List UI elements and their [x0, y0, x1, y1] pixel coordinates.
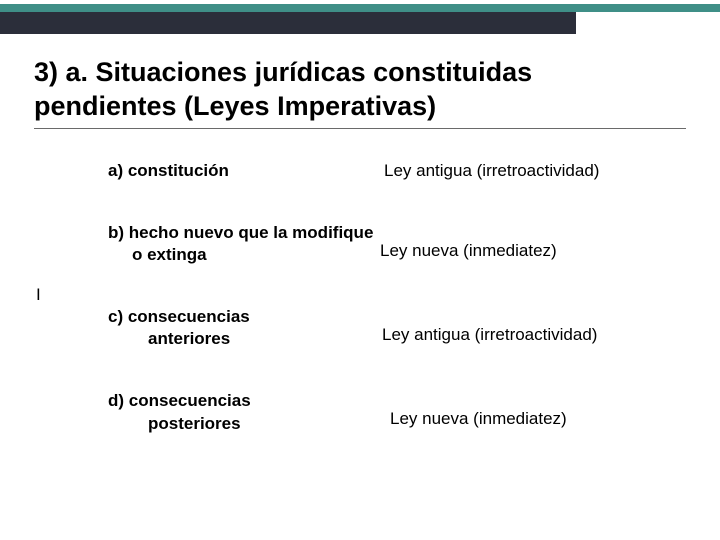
row-d-label: d) consecuencias posteriores: [34, 390, 374, 434]
label-c-line1: c) consecuencias: [108, 307, 250, 326]
value-b: Ley nueva (inmediatez): [380, 241, 557, 260]
label-a: a) constitución: [108, 161, 229, 180]
value-c: Ley antigua (irretroactividad): [382, 325, 597, 344]
label-d-line2: posteriores: [108, 413, 374, 435]
row-a: a) constitución Ley antigua (irretroacti…: [34, 160, 686, 182]
row-d: d) consecuencias posteriores Ley nueva (…: [34, 390, 686, 434]
title-line-1: 3) a. Situaciones jurídicas constituidas: [34, 57, 532, 87]
title-underline: [34, 128, 686, 129]
title-block: 3) a. Situaciones jurídicas constituidas…: [34, 56, 686, 129]
row-c: c) consecuencias anteriores Ley antigua …: [34, 306, 686, 350]
label-c-line2: anteriores: [108, 328, 374, 350]
accent-bar-dark: [0, 12, 576, 34]
value-a: Ley antigua (irretroactividad): [384, 161, 599, 180]
accent-bar-teal: [0, 4, 720, 12]
label-b-line1: b) hecho nuevo que la modifique: [108, 223, 373, 242]
title-line-2: pendientes (Leyes Imperativas): [34, 91, 436, 121]
slide: 3) a. Situaciones jurídicas constituidas…: [0, 0, 720, 540]
row-a-value-wrap: Ley antigua (irretroactividad): [374, 160, 686, 182]
label-b-line2: o extinga: [108, 244, 374, 266]
content-area: a) constitución Ley antigua (irretroacti…: [34, 160, 686, 475]
row-b-value-wrap: Ley nueva (inmediatez): [374, 222, 686, 262]
header-bar: [0, 0, 720, 42]
value-d: Ley nueva (inmediatez): [390, 409, 567, 428]
row-b-label: b) hecho nuevo que la modifique o exting…: [34, 222, 374, 266]
row-d-value-wrap: Ley nueva (inmediatez): [374, 390, 686, 430]
row-c-label: c) consecuencias anteriores: [34, 306, 374, 350]
row-b: b) hecho nuevo que la modifique o exting…: [34, 222, 686, 266]
row-a-label: a) constitución: [34, 160, 374, 182]
label-d-line1: d) consecuencias: [108, 391, 251, 410]
slide-title: 3) a. Situaciones jurídicas constituidas…: [34, 56, 686, 124]
row-c-value-wrap: Ley antigua (irretroactividad): [374, 306, 686, 346]
